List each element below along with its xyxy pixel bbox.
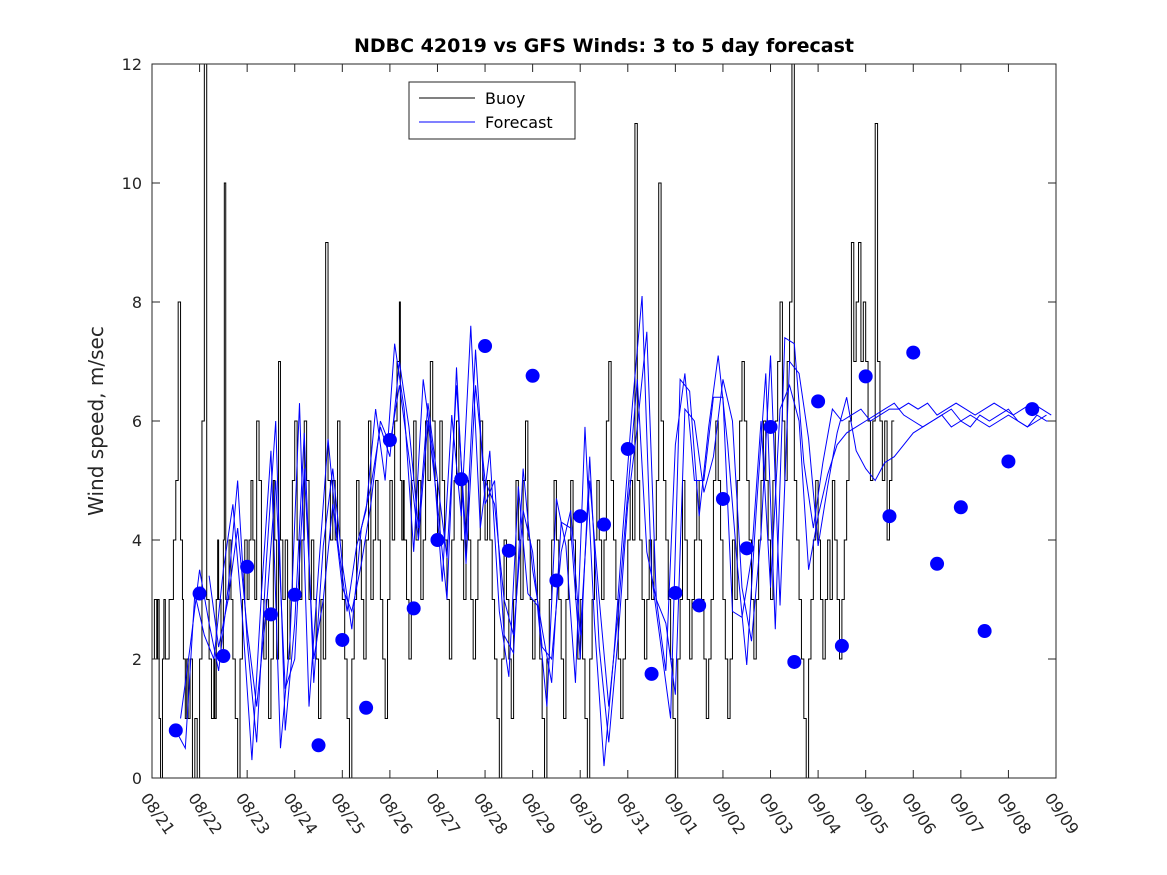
forecast-marker [430,533,445,547]
forecast-series [175,296,1056,767]
forecast-marker [335,632,350,647]
forecast-marker [216,649,231,664]
forecast-marker [359,700,374,715]
forecast-marker [692,598,707,613]
forecast-marker [192,586,207,601]
chart-title: NDBC 42019 vs GFS Winds: 3 to 5 day fore… [354,35,854,57]
forecast-marker [168,723,183,738]
legend-forecast-label: Forecast [485,113,553,132]
forecast-marker [787,654,802,669]
legend-box [408,81,576,140]
forecast-marker [549,573,564,588]
plot-area [152,64,1056,778]
y-tick-label: 6 [132,412,142,431]
legend: Buoy Forecast [408,81,576,140]
y-tick-label: 4 [132,531,142,550]
forecast-marker [977,624,992,639]
forecast-marker [858,369,873,384]
y-tick-label: 12 [122,55,142,74]
forecast-marker [644,666,659,681]
forecast-marker [668,585,683,600]
forecast-line [208,367,1056,707]
forecast-marker [382,433,397,448]
forecast-marker [597,517,611,532]
y-axis-label: Wind speed, m/sec [84,326,108,516]
forecast-markers [168,339,1040,753]
forecast-marker [811,394,826,409]
y-tick-label: 0 [132,769,142,788]
forecast-marker [525,368,540,383]
forecast-marker [240,559,255,574]
forecast-marker [763,419,778,434]
forecast-marker [953,500,968,515]
forecast-marker [906,345,921,360]
forecast-marker [406,601,421,616]
forecast-marker [1001,454,1016,469]
forecast-marker [263,607,278,622]
legend-buoy-label: Buoy [485,89,525,108]
y-tick-label: 8 [132,293,142,312]
forecast-marker [287,587,302,602]
forecast-marker [478,339,493,354]
forecast-marker [930,556,945,571]
forecast-line [180,331,1047,743]
forecast-marker [620,441,635,456]
y-tick-label: 2 [132,650,142,669]
forecast-marker [1025,402,1040,417]
forecast-marker [882,509,897,524]
forecast-marker [454,472,469,487]
forecast-marker [739,541,754,556]
y-axis: 0 2 4 6 8 10 12 [122,55,1056,788]
forecast-marker [311,738,326,753]
forecast-marker [715,491,730,506]
forecast-marker [501,543,516,558]
forecast-marker [573,509,588,524]
forecast-marker [834,638,849,653]
y-tick-label: 10 [122,174,142,193]
